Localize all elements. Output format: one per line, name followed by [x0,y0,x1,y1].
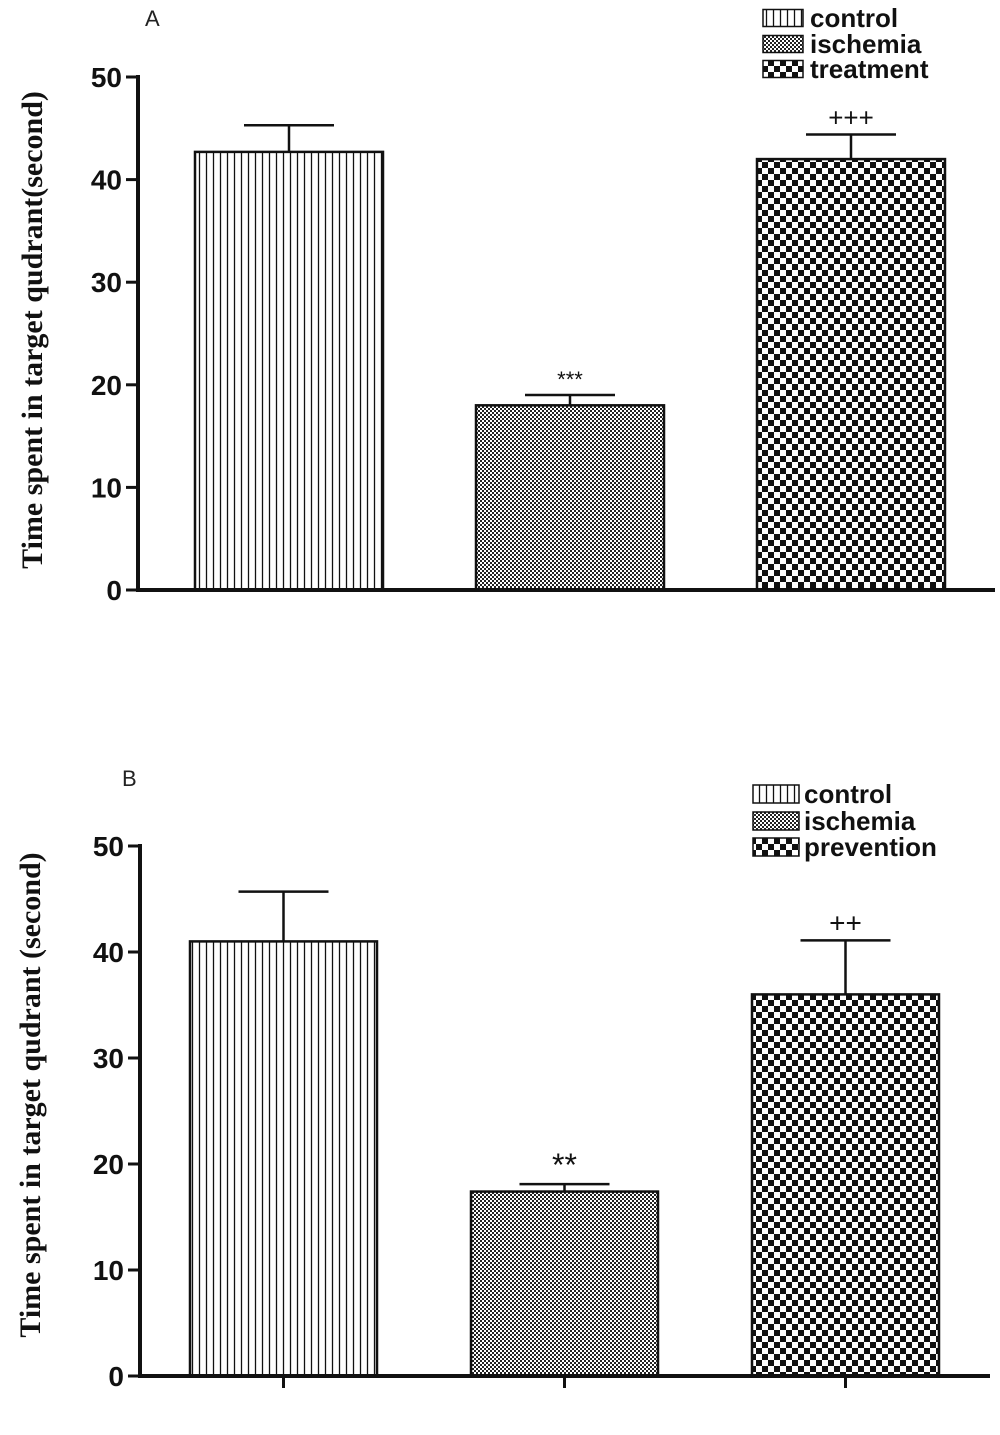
legend-swatch [762,8,804,28]
y-tick-label: 0 [108,1361,124,1392]
legend-label: prevention [804,832,937,862]
y-tick-label: 0 [106,575,122,606]
y-axis-label: Time spent in target qudrant (second) [14,852,47,1337]
panel-letter: B [122,766,137,791]
significance-label: ** [552,1147,577,1183]
y-tick-label: 40 [91,165,122,196]
legend-swatch [752,784,800,804]
significance-label: ++ [829,907,862,938]
bar-control [188,940,379,1378]
chart-panel-b: B Time spent in target qudrant (second) … [0,700,1000,1435]
bar-ischemia [474,404,666,592]
chart-b-svg: B Time spent in target qudrant (second) … [14,766,990,1392]
legend-label: ischemia [810,29,922,59]
y-tick-label: 20 [91,370,122,401]
bar-prevention [750,993,941,1378]
legend-label: control [804,779,892,809]
y-tick-label: 50 [91,62,122,93]
y-tick-label: 30 [91,267,122,298]
panel-letter: A [145,6,160,31]
y-axis-label: Time spent in target qudrant(second) [16,91,49,569]
legend-label: ischemia [804,806,916,836]
legend-swatch [752,811,800,831]
legend-label: treatment [810,54,929,84]
y-tick-label: 30 [93,1043,124,1074]
y-tick-label: 20 [93,1149,124,1180]
legend-swatch [762,59,804,79]
y-tick-label: 10 [91,472,122,503]
significance-label: *** [557,367,583,392]
chart-panel-a: A Time spent in target qudrant(second) 0… [0,0,1000,700]
significance-label: +++ [828,102,874,132]
bar-treatment [755,157,947,592]
legend-swatch [762,34,804,54]
y-tick-label: 50 [93,831,124,862]
legend-swatch [752,837,800,857]
y-tick-label: 40 [93,937,124,968]
bar-control [193,150,385,592]
y-tick-label: 10 [93,1255,124,1286]
chart-a-svg: A Time spent in target qudrant(second) 0… [16,3,995,606]
bar-ischemia [469,1190,660,1378]
legend-label: control [810,3,898,33]
chart-a-marks: 0 10 20 30 40 50 *** +++ controlischemiatreatmen… [91,3,995,606]
